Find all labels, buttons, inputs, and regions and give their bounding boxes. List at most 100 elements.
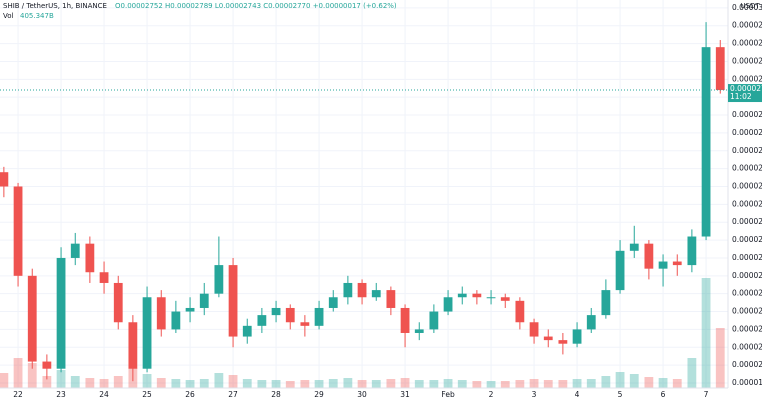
x-tick-label: 5 [618, 390, 623, 399]
y-axis-label: USDT [740, 2, 760, 10]
last-price-box [728, 84, 762, 103]
candle-body [500, 297, 510, 301]
volume-bar [644, 377, 654, 388]
candle-body [13, 186, 23, 276]
x-tick-label: 28 [271, 390, 281, 399]
chart-title: SHIB / TetherUS, 1h, BINANCE [3, 2, 107, 10]
volume-bar [672, 379, 682, 388]
candle-body [328, 297, 338, 308]
y-tick-label: 0.00002900 [732, 39, 762, 48]
volume-bar [429, 380, 439, 388]
x-tick-label: 31 [400, 390, 410, 399]
candle-body [644, 243, 654, 269]
volume-bar [214, 373, 224, 388]
candle-body [371, 290, 381, 298]
x-tick-label: 4 [575, 390, 580, 399]
candle-body [42, 361, 52, 369]
y-tick-label: 0.00001950 [732, 378, 762, 387]
volume-bar [529, 379, 539, 388]
volume-value: 405.347B [20, 12, 54, 20]
candle-body [171, 311, 181, 330]
volume-bar [257, 380, 267, 388]
volume-bar [85, 378, 95, 388]
candle-body [27, 275, 37, 362]
volume-bar [400, 378, 410, 388]
axes: 0.00001950 0.00002000 0.00002050 0.00002100… [0, 3, 762, 399]
candle-body [558, 340, 568, 344]
candle-body [0, 172, 9, 187]
candle-body [300, 322, 310, 326]
last-price-label: 0.00002770 [730, 84, 762, 93]
candle-body [85, 243, 95, 273]
y-tick-label: 0.00002650 [732, 128, 762, 137]
candle-body [457, 293, 467, 298]
candle-body [257, 315, 267, 326]
y-tick-label: 0.00002800 [732, 74, 762, 83]
candle-body [687, 236, 697, 266]
x-tick-label: Feb [441, 390, 455, 399]
candle-body [601, 290, 611, 316]
candle-body [529, 322, 539, 337]
candle-body [357, 282, 367, 298]
volume-bar [271, 380, 281, 388]
candle-body [99, 272, 109, 283]
volume-bar [371, 380, 381, 388]
x-tick-label: 24 [99, 390, 109, 399]
candle-body [586, 315, 596, 330]
candle-body [715, 47, 725, 91]
volume-bar [242, 379, 252, 388]
volume-bar [414, 380, 424, 388]
volume-bar [701, 278, 711, 388]
volume-bar [500, 381, 510, 388]
x-tick-label: 2 [489, 390, 494, 399]
candle-body [443, 297, 453, 312]
candle-body [486, 297, 496, 299]
y-tick-label: 0.00003000 [732, 3, 762, 12]
candle-body [615, 250, 625, 291]
y-tick-label: 0.00002050 [732, 342, 762, 351]
volume-bar [615, 372, 625, 388]
y-tick-label: 0.00002700 [732, 110, 762, 119]
x-tick-label: 23 [56, 390, 66, 399]
candle-body [572, 329, 582, 344]
candle-body [113, 282, 123, 323]
volume-bar [386, 379, 396, 388]
volume-bar [443, 379, 453, 388]
y-tick-label: 0.00002950 [732, 21, 762, 30]
y-tick-label: 0.00002200 [732, 289, 762, 298]
x-tick-label: 7 [704, 390, 709, 399]
volume-bar [328, 379, 338, 388]
volume-bar [715, 328, 725, 388]
volume-bar [300, 380, 310, 388]
y-tick-label: 0.00002350 [732, 235, 762, 244]
countdown: 11:02 [730, 92, 752, 101]
y-tick-label: 0.00002850 [732, 56, 762, 65]
candle-body [400, 307, 410, 333]
candle-body [142, 297, 152, 369]
candle-body [214, 265, 224, 294]
volume-bar [658, 378, 668, 388]
y-tick-label: 0.00002600 [732, 146, 762, 155]
volume-bar [156, 378, 166, 388]
volume-bar [515, 380, 525, 388]
y-tick-label: 0.00002550 [732, 164, 762, 173]
volume-bar [99, 379, 109, 388]
volume-label: Vol [3, 12, 14, 20]
candle-body [515, 300, 525, 323]
candle-body [543, 336, 553, 341]
volume-bar [185, 380, 195, 388]
y-tick-label: 0.00002100 [732, 324, 762, 333]
volume-bar [70, 376, 80, 388]
x-tick-label: 3 [532, 390, 537, 399]
volume-bar [486, 381, 496, 388]
volume-layer [0, 278, 725, 388]
candle-body [314, 307, 324, 326]
volume-bar [0, 373, 9, 388]
candle-body [343, 282, 353, 298]
candle-layer [0, 22, 725, 382]
candle-body [156, 297, 166, 330]
candle-body [414, 329, 424, 333]
volume-bar [142, 374, 152, 388]
candle-body [70, 243, 80, 258]
